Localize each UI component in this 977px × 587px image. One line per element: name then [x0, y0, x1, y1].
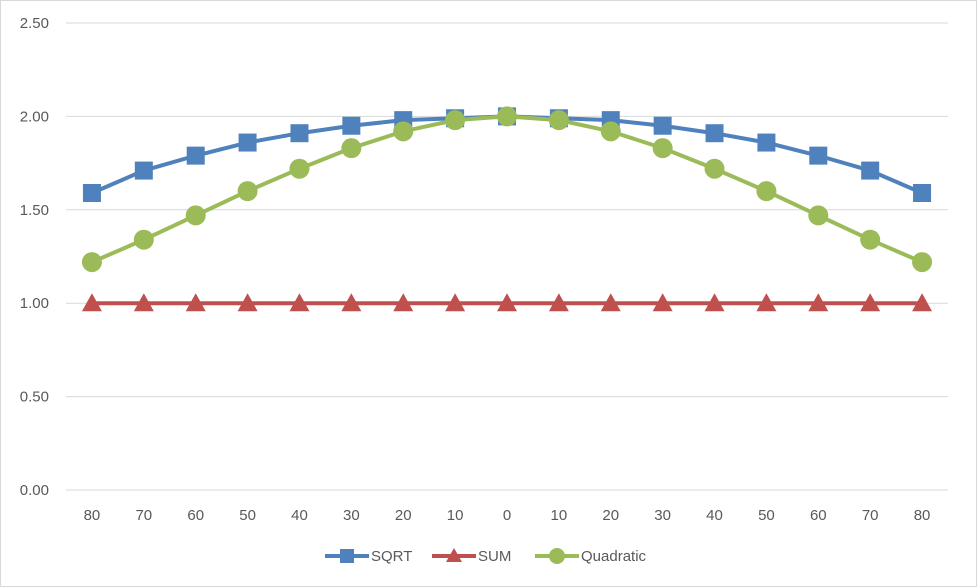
- data-point-quadratic: [133, 229, 154, 250]
- data-point-sqrt: [705, 124, 724, 143]
- data-point-sqrt: [653, 116, 672, 135]
- data-point-quadratic: [185, 205, 206, 226]
- legend-marker: [446, 548, 462, 562]
- data-point-sum: [704, 293, 725, 312]
- legend-marker: [549, 548, 565, 564]
- y-tick-label: 1.50: [20, 202, 49, 219]
- data-point-quadratic: [81, 252, 102, 273]
- data-point-quadratic: [445, 110, 466, 131]
- data-point-sqrt: [238, 133, 257, 152]
- data-point-quadratic: [860, 229, 881, 250]
- data-point-sqrt: [186, 146, 205, 165]
- data-point-sqrt: [861, 161, 880, 180]
- data-point-sum: [808, 293, 829, 312]
- data-point-sum: [81, 293, 102, 312]
- y-tick-label: 2.50: [20, 15, 49, 32]
- plot-series: [81, 106, 933, 312]
- x-tick-label: 80: [914, 507, 931, 524]
- legend-item-sum: SUM: [432, 548, 511, 565]
- data-point-sqrt: [757, 133, 776, 152]
- data-point-quadratic: [341, 138, 362, 159]
- y-tick-label: 0.00: [20, 482, 49, 499]
- legend-label: SUM: [478, 548, 511, 565]
- series-quadratic: [81, 106, 933, 273]
- data-point-sum: [237, 293, 258, 312]
- data-point-sum: [393, 293, 414, 312]
- data-point-sum: [548, 293, 569, 312]
- x-tick-label: 50: [758, 507, 775, 524]
- x-tick-label: 10: [447, 507, 464, 524]
- x-tick-label: 30: [343, 507, 360, 524]
- series-line-sqrt: [89, 114, 925, 195]
- data-point-sum: [912, 293, 933, 312]
- data-point-sqrt: [290, 124, 309, 143]
- x-tick-label: 60: [187, 507, 204, 524]
- data-point-quadratic: [808, 205, 829, 226]
- x-tick-label: 40: [706, 507, 723, 524]
- x-tick-label: 60: [810, 507, 827, 524]
- legend-item-quadratic: Quadratic: [535, 548, 647, 565]
- legend: SQRT SUM Quadratic: [325, 548, 647, 565]
- data-point-quadratic: [704, 158, 725, 179]
- data-point-quadratic: [652, 138, 673, 159]
- data-point-sum: [341, 293, 362, 312]
- series-line-quadratic: [89, 114, 925, 265]
- data-point-quadratic: [497, 106, 517, 127]
- y-tick-label: 0.50: [20, 389, 49, 406]
- data-point-quadratic: [756, 181, 777, 202]
- legend-label: SQRT: [371, 548, 412, 565]
- data-point-sqrt: [134, 161, 153, 180]
- data-point-quadratic: [237, 181, 258, 202]
- data-point-quadratic: [289, 158, 310, 179]
- data-point-sum: [756, 293, 777, 312]
- data-point-sum: [289, 293, 310, 312]
- x-tick-label: 20: [602, 507, 619, 524]
- data-point-quadratic: [548, 110, 569, 131]
- data-point-sum: [860, 293, 881, 312]
- gridlines: [66, 22, 948, 491]
- legend-label: Quadratic: [581, 548, 647, 565]
- x-tick-label: 50: [239, 507, 256, 524]
- series-sum: [81, 293, 933, 312]
- data-point-sum: [652, 293, 673, 312]
- data-point-sum: [445, 293, 466, 312]
- x-tick-label: 70: [135, 507, 152, 524]
- data-point-sum: [600, 293, 621, 312]
- data-point-quadratic: [600, 121, 621, 142]
- x-tick-label: 40: [291, 507, 308, 524]
- y-axis-ticks: 0.00 0.50 1.00 1.50 2.00 2.50: [20, 15, 49, 499]
- data-point-sqrt: [809, 146, 828, 165]
- x-tick-label: 20: [395, 507, 412, 524]
- x-axis-ticks: 80 70 60 50 40 30 20 10 0 10 20 30 40 50 60 70 80: [84, 507, 931, 524]
- data-point-sqrt: [342, 116, 361, 135]
- x-tick-label: 80: [84, 507, 101, 524]
- data-point-quadratic: [912, 252, 933, 273]
- data-point-sum: [497, 293, 517, 312]
- data-point-quadratic: [393, 121, 414, 142]
- legend-item-sqrt: SQRT: [325, 548, 412, 565]
- data-point-sum: [133, 293, 154, 312]
- x-tick-label: 10: [551, 507, 568, 524]
- x-tick-label: 30: [654, 507, 671, 524]
- data-point-sum: [185, 293, 206, 312]
- y-tick-label: 2.00: [20, 108, 49, 125]
- data-point-sqrt: [82, 183, 101, 202]
- legend-marker: [340, 549, 354, 563]
- x-tick-label: 70: [862, 507, 879, 524]
- data-point-sqrt: [913, 183, 932, 202]
- x-tick-label: 0: [503, 507, 511, 524]
- y-tick-label: 1.00: [20, 295, 49, 312]
